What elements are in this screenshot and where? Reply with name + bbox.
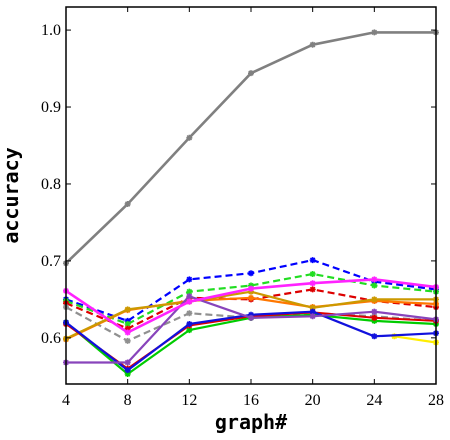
data-point [124,337,131,344]
data-point [309,41,316,48]
data-point [186,288,193,295]
data-point [248,70,254,77]
data-point [124,320,131,327]
data-point [371,296,378,303]
data-point [124,306,131,313]
series-line [65,31,436,265]
data-point [371,333,378,340]
x-tick-label: 8 [124,392,132,409]
series-11 [63,293,439,366]
data-point [124,317,131,324]
series-line [394,335,437,344]
data-point [124,370,131,377]
data-point [186,293,193,300]
data-point [371,276,378,283]
data-point [248,288,254,295]
data-point [371,308,378,315]
x-tick-label: 16 [243,392,259,409]
x-tick-label: 24 [366,392,382,409]
data-point [124,359,131,366]
x-tick-label: 12 [181,392,197,409]
axis-layer: 4 8 12 16 20 24 28 0.6 0.7 0.8 0.9 1.0 [41,7,444,409]
data-point [186,134,193,141]
series-7 [63,288,439,342]
data-point [309,304,316,311]
data-point [248,294,254,301]
data-point [309,313,316,320]
data-point [371,282,378,289]
x-axis-title: graph# [215,410,287,434]
data-point [248,285,254,292]
data-point [309,257,316,264]
data-point [309,286,316,293]
data-point [186,298,193,305]
data-point [309,270,316,277]
data-point [186,327,193,334]
data-point [124,325,131,332]
x-tick-label: 28 [428,392,444,409]
x-tick-label: 4 [62,392,70,409]
data-point [186,310,193,317]
data-point [371,29,378,36]
y-axis-title: accuracy [0,147,23,243]
data-point [248,311,254,318]
data-point [124,367,131,374]
series-layer [63,29,439,377]
data-point [248,282,254,289]
data-point [371,314,378,321]
data-point [309,280,316,287]
series-4 [63,304,439,344]
data-point [124,200,131,207]
y-tick-label: 1.0 [41,22,61,39]
data-point [248,270,254,277]
x-tick-label: 20 [305,392,321,409]
y-tick-label: 0.7 [41,253,61,270]
series-0 [63,29,439,267]
data-point [371,317,378,324]
data-point [248,314,254,321]
y-tick-label: 0.8 [41,176,61,193]
data-point [124,329,131,336]
y-tick-label: 0.6 [41,330,61,347]
data-point [186,320,193,327]
data-point [186,276,193,283]
data-point [309,308,316,315]
y-tick-label: 0.9 [41,99,61,116]
